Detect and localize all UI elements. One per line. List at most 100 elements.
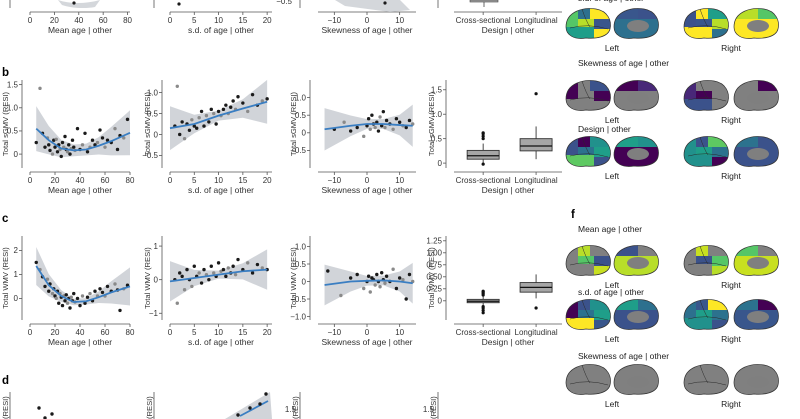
row-b-y-axis-label: Total sGMV (RESI) [289, 91, 298, 156]
row-b-y-tick-label: 1.5 [431, 86, 443, 95]
row-b-x-tick-label: 0 [365, 176, 370, 185]
brain-outline [733, 8, 779, 39]
brain-region [578, 8, 590, 19]
brain-regions [614, 8, 659, 39]
row-d-y-axis-label: (RESI) [1, 396, 10, 419]
hemisphere-label-right: Right [721, 399, 741, 409]
row-b-data-point [212, 111, 216, 116]
brain-surface-medial [733, 80, 779, 111]
brain-regions [614, 299, 659, 330]
top-point-fragment [72, 1, 76, 5]
row-b-data-point [366, 117, 371, 121]
brain-sulcus [569, 381, 609, 386]
row-b-data-point [105, 138, 110, 142]
row-c-x-tick-label: 10 [214, 328, 223, 337]
row-c-data-point [113, 282, 117, 286]
row-c-box-outlier [534, 306, 538, 310]
row-c-y-tick-label: 1.25 [426, 237, 442, 246]
row-c-fit-line [169, 268, 268, 283]
brain-region [696, 147, 712, 157]
row-b-x-tick-label: 80 [126, 176, 135, 185]
row-c-data-point [190, 284, 194, 289]
row-d-fit-line [239, 400, 269, 417]
brain-region [696, 299, 708, 310]
row-c-x-axis-label: Skewness of age | other [321, 337, 412, 347]
row-c-data-point [68, 306, 72, 310]
brain-regions [566, 299, 611, 330]
brain-region [638, 80, 659, 91]
row-b-x-tick-label: −10 [328, 176, 342, 185]
top-ci-fragment [335, 0, 410, 12]
hemisphere-label-left: Left [605, 399, 620, 409]
row-b-y-tick-label: −0.5 [290, 146, 306, 155]
row-b-data-point [391, 127, 395, 131]
brain-region [708, 136, 729, 147]
brain-region [708, 299, 729, 310]
brain-region [712, 19, 729, 29]
row-c-x-tick-label: 0 [365, 328, 370, 337]
brain-region [708, 245, 729, 256]
row-b-data-point [342, 120, 346, 124]
row-b-box [466, 149, 500, 160]
row-c-data-point [260, 266, 264, 270]
brain-region [758, 8, 779, 19]
row-c-x-tick-label: 15 [238, 328, 247, 337]
row-b-y-tick-label: 1.5 [7, 80, 19, 89]
brain-region [708, 80, 729, 91]
brain-region [594, 256, 611, 266]
row-b-y-tick-label: 0 [302, 129, 307, 138]
brain-region [712, 101, 729, 111]
brain-region [696, 80, 708, 91]
row-b-data-point [190, 118, 194, 122]
brain-region [696, 136, 708, 147]
brain-region [758, 245, 779, 256]
row-c-data-point [207, 277, 211, 282]
brain-surface [683, 364, 729, 395]
row-b-data-point [407, 118, 412, 123]
row-b-data-point [229, 105, 233, 109]
row-c-data-point [401, 278, 405, 282]
brain-surface-medial [613, 8, 659, 39]
brain-outline [613, 299, 659, 330]
brain-region [712, 320, 729, 330]
brain-surface-medial [733, 8, 779, 39]
row-b-data-point [90, 138, 95, 142]
row-b-data-point [180, 120, 184, 124]
row-c-x-tick-label: 10 [395, 328, 404, 337]
brain-region [594, 91, 611, 101]
row-c-y-axis-label: Total WMV (RESI) [143, 247, 152, 309]
row-c-data-point [118, 308, 122, 313]
row-c-data-point [100, 290, 105, 295]
brain-region [578, 364, 590, 375]
row-b-data-point [376, 129, 381, 133]
row-c-y-axis-label: Total WMV (RESI) [1, 247, 10, 309]
brain-outline [613, 245, 659, 276]
brain-region [590, 8, 611, 19]
hemisphere-label-right: Right [721, 280, 741, 290]
row-c-data-point [43, 284, 47, 289]
row-b-x-tick-label: 40 [76, 176, 85, 185]
brain-region [614, 299, 638, 310]
row-c-data-point [98, 287, 102, 291]
row-c-data-point [348, 276, 353, 280]
hemisphere-label-right: Right [721, 171, 741, 181]
row-c-data-point [246, 261, 250, 265]
brain-group-title-partial: s.d. of age | other [578, 0, 644, 3]
row-b-ci-band [324, 104, 413, 151]
brain-outline [565, 80, 611, 111]
row-c-x-tick-label: 60 [101, 328, 110, 337]
brain-medial-wall [747, 376, 769, 388]
brain-region [594, 375, 611, 385]
row-c-x-tick-label: Cross-sectional [456, 328, 511, 337]
row-c-data-point [63, 299, 67, 303]
brain-region [594, 101, 611, 111]
brain-regions [734, 364, 779, 395]
brain-medial-wall [627, 376, 649, 388]
row-b-box-outlier [481, 131, 485, 135]
brain-sulcus [569, 25, 609, 30]
row-d-y-axis-label: (RESI) [429, 396, 438, 419]
row-b-x-tick-label: 0 [168, 176, 173, 185]
brain-region [712, 385, 729, 395]
brain-outline [733, 364, 779, 395]
row-b-data-point [85, 150, 90, 154]
